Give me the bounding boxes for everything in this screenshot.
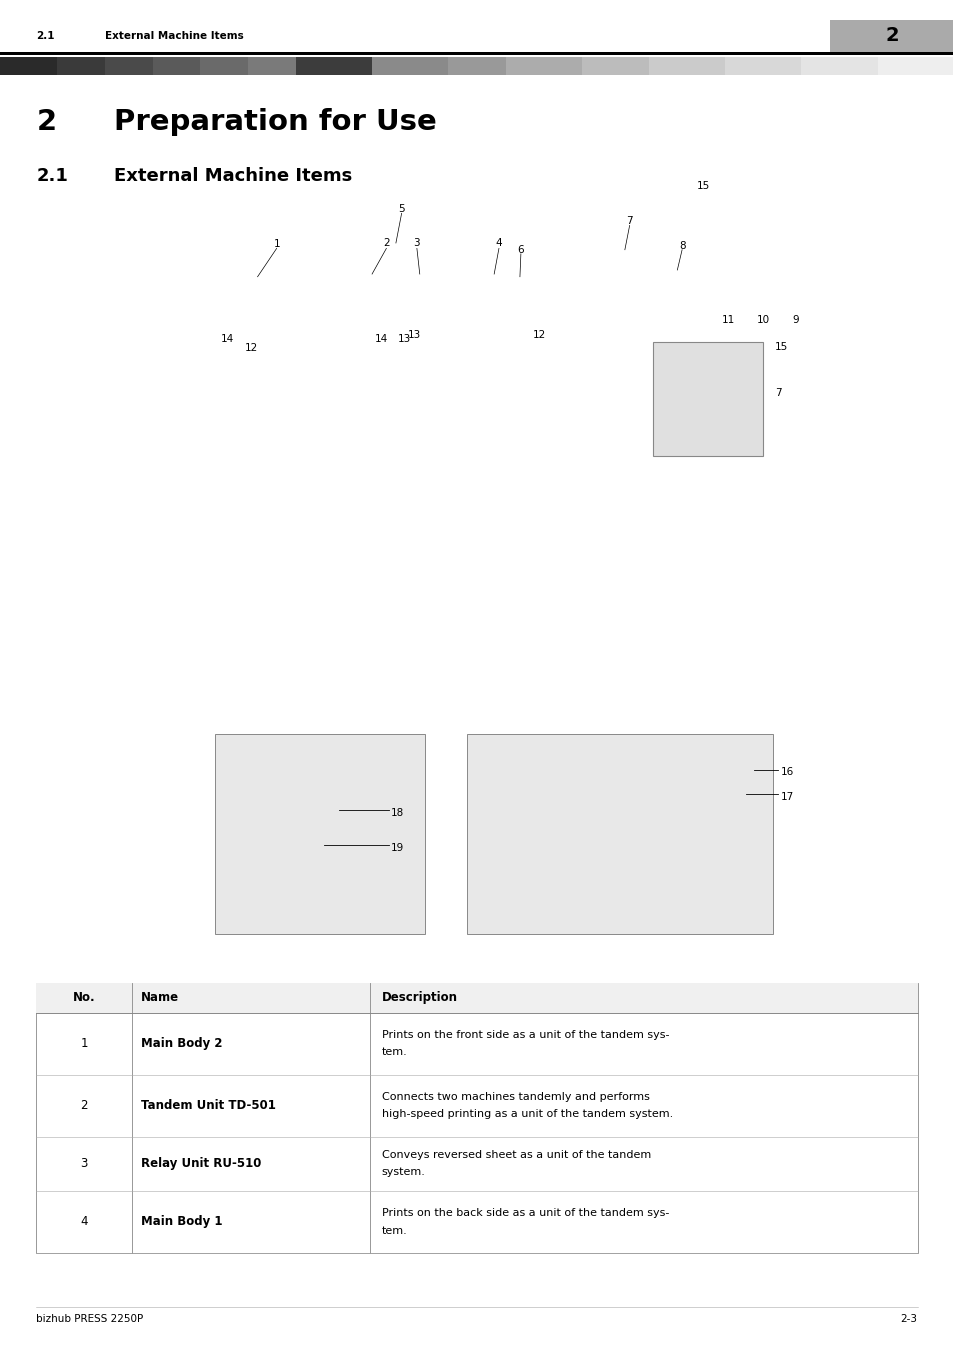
Bar — [372, 58, 448, 74]
Text: 15: 15 — [696, 181, 709, 192]
Text: 8: 8 — [679, 240, 684, 251]
Text: 14: 14 — [375, 333, 388, 344]
Text: Connects two machines tandemly and performs: Connects two machines tandemly and perfo… — [381, 1092, 649, 1102]
Bar — [0, 51, 953, 55]
Text: 18: 18 — [391, 807, 404, 818]
Text: Relay Unit RU-510: Relay Unit RU-510 — [141, 1157, 261, 1170]
Text: 15: 15 — [774, 342, 787, 351]
Text: 12: 12 — [532, 329, 545, 340]
Text: Main Body 2: Main Body 2 — [141, 1037, 222, 1050]
Text: 2: 2 — [36, 108, 56, 136]
Text: 2: 2 — [383, 238, 389, 248]
Bar — [57, 58, 105, 74]
Bar — [648, 58, 724, 74]
Text: Name: Name — [141, 991, 179, 1004]
Text: Prints on the front side as a unit of the tandem sys-: Prints on the front side as a unit of th… — [381, 1030, 668, 1040]
Text: tem.: tem. — [381, 1048, 407, 1057]
Bar — [467, 734, 772, 934]
Text: 13: 13 — [407, 329, 420, 340]
Bar — [448, 58, 505, 74]
Text: tem.: tem. — [381, 1226, 407, 1235]
Text: Conveys reversed sheet as a unit of the tandem: Conveys reversed sheet as a unit of the … — [381, 1150, 650, 1160]
Text: 1: 1 — [274, 239, 279, 250]
Bar — [724, 58, 801, 74]
Bar — [877, 58, 953, 74]
Text: 7: 7 — [774, 389, 781, 398]
Text: 14: 14 — [220, 333, 233, 344]
Text: 11: 11 — [721, 315, 735, 325]
Bar — [295, 58, 372, 74]
Text: 4: 4 — [496, 238, 501, 248]
Bar — [152, 58, 200, 74]
Text: 16: 16 — [780, 767, 793, 778]
Bar — [200, 58, 248, 74]
Text: 2: 2 — [80, 1099, 88, 1112]
Bar — [0, 58, 57, 74]
Text: External Machine Items: External Machine Items — [105, 31, 243, 40]
Text: 17: 17 — [780, 791, 793, 802]
Bar — [829, 19, 953, 51]
Text: Main Body 1: Main Body 1 — [141, 1215, 222, 1228]
Text: 2-3: 2-3 — [900, 1314, 917, 1323]
Text: Tandem Unit TD-501: Tandem Unit TD-501 — [141, 1099, 275, 1112]
Bar — [214, 734, 424, 934]
Bar — [505, 58, 581, 74]
Text: 3: 3 — [80, 1157, 88, 1170]
Text: 6: 6 — [517, 244, 523, 255]
Text: 2.1: 2.1 — [36, 167, 68, 185]
Text: 10: 10 — [756, 315, 769, 325]
Text: Description: Description — [381, 991, 457, 1004]
Text: high-speed printing as a unit of the tandem system.: high-speed printing as a unit of the tan… — [381, 1110, 672, 1119]
Text: 1: 1 — [80, 1037, 88, 1050]
Text: Prints on the back side as a unit of the tandem sys-: Prints on the back side as a unit of the… — [381, 1208, 668, 1218]
Text: 13: 13 — [397, 333, 411, 344]
Text: No.: No. — [72, 991, 95, 1004]
Text: 5: 5 — [398, 204, 404, 215]
Bar — [581, 58, 648, 74]
Bar — [0, 19, 953, 51]
Text: 7: 7 — [626, 216, 632, 227]
Text: bizhub PRESS 2250P: bizhub PRESS 2250P — [36, 1314, 143, 1323]
Text: Preparation for Use: Preparation for Use — [114, 108, 436, 136]
Text: 19: 19 — [391, 842, 404, 853]
Bar — [653, 342, 762, 456]
Bar — [36, 983, 917, 1012]
Text: system.: system. — [381, 1168, 425, 1177]
Text: 2.1: 2.1 — [36, 31, 54, 40]
Text: 4: 4 — [80, 1215, 88, 1228]
Bar — [105, 58, 152, 74]
Text: 12: 12 — [245, 343, 258, 354]
Bar — [801, 58, 877, 74]
Bar — [36, 983, 917, 1253]
Text: 9: 9 — [792, 315, 798, 325]
Text: External Machine Items: External Machine Items — [114, 167, 353, 185]
Text: 3: 3 — [414, 238, 419, 248]
Text: 2: 2 — [884, 26, 898, 46]
Bar — [248, 58, 295, 74]
